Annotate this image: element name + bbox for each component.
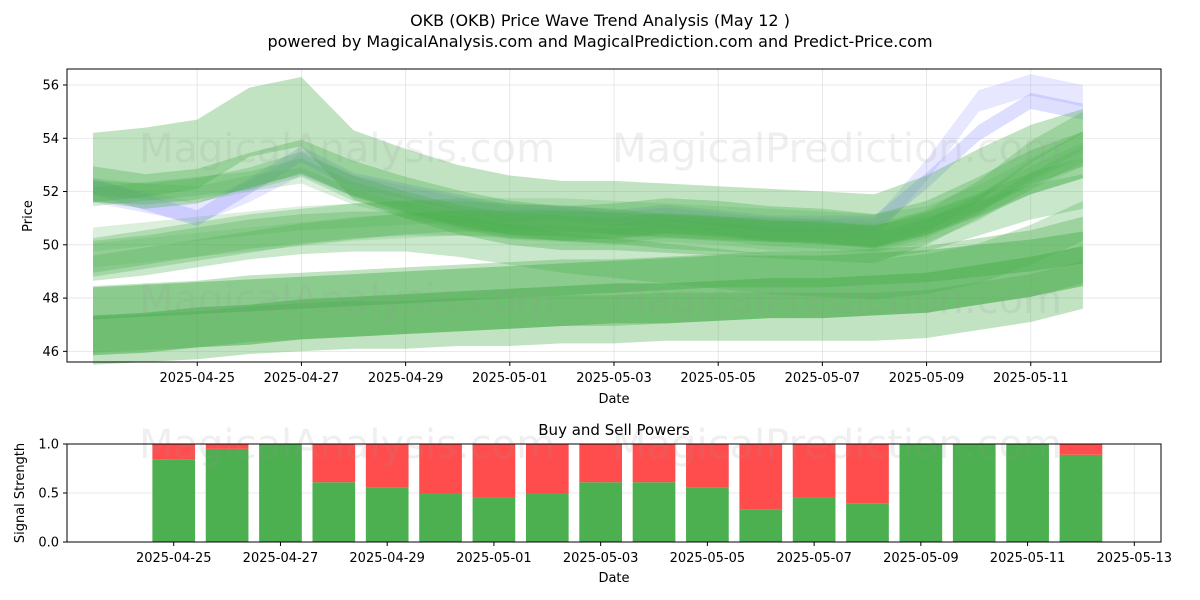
watermark: MagicalAnalysis.com (139, 277, 555, 323)
price-wave-band-11 (93, 174, 1083, 273)
price-x-label: Date (598, 392, 629, 407)
buy-bar (472, 497, 516, 542)
signal-x-tick-label: 2025-05-09 (883, 551, 959, 566)
signal-y-tick-label: 1.0 (38, 438, 59, 453)
buy-bar (739, 509, 783, 542)
buy-bar (1059, 454, 1103, 542)
sell-bar (686, 444, 729, 488)
buy-bar (152, 459, 196, 542)
buy-bar (792, 497, 836, 542)
buy-bar (952, 444, 996, 542)
buy-bar (1006, 444, 1049, 542)
price-series (93, 74, 1083, 365)
price-x-tick-label: 2025-05-11 (993, 371, 1069, 386)
price-x-tick-label: 2025-05-05 (680, 371, 756, 386)
signal-chart: Buy and Sell Powers MagicalAnalysis.com … (13, 421, 1172, 586)
signal-x-tick-label: 2025-04-27 (243, 551, 319, 566)
price-wave-band-2 (93, 74, 1083, 240)
buy-bar (419, 493, 462, 542)
price-wave-band-1 (93, 93, 1083, 232)
price-wave-band-16 (93, 260, 1083, 365)
signal-x-tick-label: 2025-04-25 (136, 551, 212, 566)
price-x-axis: 2025-04-25 2025-04-27 2025-04-29 2025-05-01… (159, 362, 1069, 386)
price-x-tick-label: 2025-04-25 (159, 371, 235, 386)
buy-bar (579, 482, 623, 542)
price-x-tick-label: 2025-05-01 (472, 371, 548, 386)
sell-bar (205, 444, 249, 449)
buy-bar (525, 493, 569, 542)
signal-x-label: Date (598, 571, 629, 586)
watermark: MagicalAnalysis.com (139, 422, 555, 468)
watermark: MagicalPrediction.com (612, 126, 1062, 172)
sell-bar (365, 444, 409, 488)
signal-x-axis: 2025-04-25 2025-04-27 2025-04-29 2025-05-01… (136, 542, 1172, 566)
price-wave-band-12 (93, 200, 1083, 300)
sell-bar (579, 444, 623, 483)
signal-x-tick-label: 2025-05-07 (776, 551, 852, 566)
signal-x-tick-label: 2025-05-11 (990, 551, 1066, 566)
signal-x-tick-label: 2025-05-03 (563, 551, 639, 566)
price-x-tick-label: 2025-05-03 (576, 371, 652, 386)
signal-y-axis: 0.0 0.5 1.0 (38, 438, 67, 551)
price-y-label: Price (21, 200, 36, 232)
buy-bar (632, 482, 676, 542)
signal-y-label: Signal Strength (13, 443, 28, 543)
signal-watermarks: MagicalAnalysis.com MagicalPrediction.co… (139, 422, 1062, 468)
sell-bar (1059, 444, 1103, 455)
signal-y-tick-label: 0.0 (38, 536, 59, 551)
buy-bar (259, 444, 302, 542)
price-y-tick-label: 48 (42, 292, 59, 307)
sell-bar (472, 444, 516, 498)
buy-bar (846, 503, 889, 542)
price-wave-band-9 (93, 142, 1083, 268)
buy-bar (686, 487, 729, 542)
signal-bars (152, 444, 1103, 542)
price-x-tick-label: 2025-05-09 (889, 371, 965, 386)
sell-bar (792, 444, 836, 498)
buy-bar (205, 448, 249, 542)
price-wave-band-6 (93, 131, 1083, 252)
buy-bar (365, 487, 409, 542)
price-watermarks: MagicalAnalysis.com MagicalPrediction.co… (139, 126, 1062, 323)
watermark: MagicalPrediction.com (612, 422, 1062, 468)
price-wave-band-15 (93, 246, 1083, 356)
sell-bar (419, 444, 462, 493)
buy-bar (312, 482, 356, 542)
signal-x-tick-label: 2025-05-01 (456, 551, 532, 566)
price-chart: MagicalAnalysis.com MagicalPrediction.co… (21, 68, 1162, 407)
price-x-tick-label: 2025-04-27 (264, 371, 340, 386)
price-y-axis: 46 48 50 52 54 56 (42, 78, 67, 360)
sell-bar (312, 444, 356, 483)
sell-bar (152, 444, 196, 460)
price-x-tick-label: 2025-05-07 (785, 371, 861, 386)
signal-x-tick-label: 2025-04-29 (349, 551, 425, 566)
price-wave-band-5 (93, 111, 1083, 248)
figure-subtitle: powered by MagicalAnalysis.com and Magic… (267, 32, 932, 51)
watermark: MagicalPrediction.com (612, 277, 1062, 323)
sell-bar (846, 444, 889, 504)
price-y-tick-label: 46 (42, 345, 59, 360)
price-wave-band-7 (93, 146, 1083, 253)
signal-x-tick-label: 2025-05-05 (670, 551, 746, 566)
price-wave-band-8 (93, 131, 1083, 252)
price-wave-band-10 (93, 156, 1083, 277)
sell-bar (525, 444, 569, 493)
buy-bar (899, 444, 943, 542)
sell-bar (739, 444, 783, 510)
signal-x-tick-label: 2025-05-13 (1097, 551, 1173, 566)
price-y-tick-label: 56 (42, 78, 59, 93)
sell-bar (632, 444, 676, 483)
signal-y-tick-label: 0.5 (38, 487, 59, 502)
price-wave-band-3 (93, 77, 1083, 264)
signal-chart-title: Buy and Sell Powers (538, 421, 690, 439)
price-y-tick-label: 54 (42, 132, 59, 147)
price-x-tick-label: 2025-04-29 (368, 371, 444, 386)
figure-title: OKB (OKB) Price Wave Trend Analysis (May… (410, 11, 790, 30)
price-y-tick-label: 52 (42, 185, 59, 200)
price-y-tick-label: 50 (42, 238, 59, 253)
watermark: MagicalAnalysis.com (139, 126, 555, 172)
price-wave-band-4 (93, 131, 1083, 249)
